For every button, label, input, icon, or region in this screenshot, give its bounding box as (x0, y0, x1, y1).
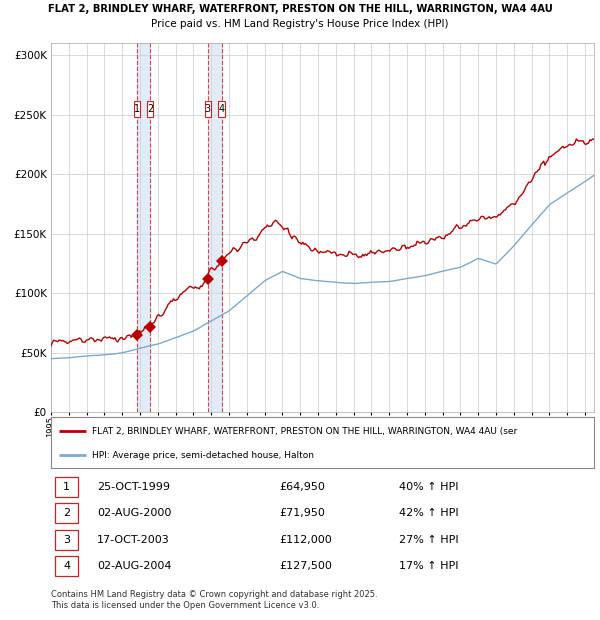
Text: HPI: Average price, semi-detached house, Halton: HPI: Average price, semi-detached house,… (92, 451, 314, 460)
Text: FLAT 2, BRINDLEY WHARF, WATERFRONT, PRESTON ON THE HILL, WARRINGTON, WA4 4AU: FLAT 2, BRINDLEY WHARF, WATERFRONT, PRES… (47, 4, 553, 14)
Text: 02-AUG-2000: 02-AUG-2000 (97, 508, 172, 518)
Text: FLAT 2, BRINDLEY WHARF, WATERFRONT, PRESTON ON THE HILL, WARRINGTON, WA4 4AU (se: FLAT 2, BRINDLEY WHARF, WATERFRONT, PRES… (92, 427, 517, 436)
Text: 27% ↑ HPI: 27% ↑ HPI (398, 535, 458, 545)
Text: £127,500: £127,500 (279, 561, 332, 571)
Text: 1: 1 (134, 104, 140, 114)
Text: £71,950: £71,950 (279, 508, 325, 518)
FancyBboxPatch shape (55, 556, 78, 576)
FancyBboxPatch shape (55, 477, 78, 497)
Bar (137, 43, 151, 412)
Text: 4: 4 (218, 104, 224, 114)
Text: 1: 1 (63, 482, 70, 492)
Bar (208, 43, 221, 412)
Text: £64,950: £64,950 (279, 482, 325, 492)
Text: 42% ↑ HPI: 42% ↑ HPI (398, 508, 458, 518)
Text: 40% ↑ HPI: 40% ↑ HPI (398, 482, 458, 492)
Text: Contains HM Land Registry data © Crown copyright and database right 2025.
This d: Contains HM Land Registry data © Crown c… (51, 590, 377, 609)
Text: 2: 2 (147, 104, 154, 114)
Text: 25-OCT-1999: 25-OCT-1999 (97, 482, 170, 492)
FancyBboxPatch shape (147, 100, 154, 117)
Text: 17% ↑ HPI: 17% ↑ HPI (398, 561, 458, 571)
FancyBboxPatch shape (55, 530, 78, 550)
Text: 2: 2 (63, 508, 70, 518)
FancyBboxPatch shape (55, 503, 78, 523)
Text: Price paid vs. HM Land Registry's House Price Index (HPI): Price paid vs. HM Land Registry's House … (151, 19, 449, 29)
Text: 02-AUG-2004: 02-AUG-2004 (97, 561, 172, 571)
Text: 17-OCT-2003: 17-OCT-2003 (97, 535, 170, 545)
Text: 3: 3 (205, 104, 211, 114)
Text: 3: 3 (63, 535, 70, 545)
FancyBboxPatch shape (218, 100, 224, 117)
Text: 4: 4 (63, 561, 70, 571)
FancyBboxPatch shape (205, 100, 211, 117)
FancyBboxPatch shape (134, 100, 140, 117)
Text: £112,000: £112,000 (279, 535, 332, 545)
